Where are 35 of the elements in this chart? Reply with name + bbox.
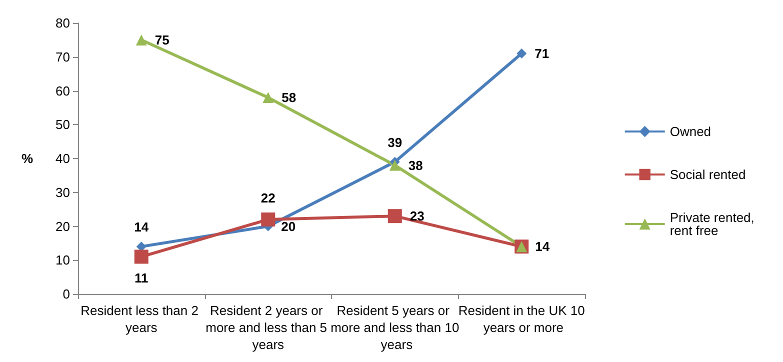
legend-label: Owned [670,124,712,139]
data-label: 58 [282,90,296,106]
point [516,48,527,58]
x-tick-label: Resident 2 years or more and less than 5 years [206,303,331,352]
y-tick-label: 80 [56,16,70,30]
y-axis-title: % [21,151,34,166]
data-label: 20 [281,218,296,234]
point [261,212,276,226]
x-tick-label: Resident less than 2 years [80,303,202,335]
x-tick-label: Resident in the UK 10 years or more [458,303,585,335]
y-tick-label: 0 [62,286,70,302]
data-label: 38 [408,158,423,173]
y-tick-label: 60 [56,83,70,98]
data-label: 22 [260,190,276,206]
y-tick-label: 10 [56,252,70,268]
data-label: 11 [134,270,148,286]
legend-label: Private rented, rent free [670,210,758,238]
y-tick-label: 40 [56,151,70,166]
data-label: 75 [154,32,170,48]
data-label: 14 [535,239,550,254]
data-label: 14 [134,220,150,235]
legend-label: Social rented [670,167,746,182]
point [389,160,400,171]
data-label: 23 [410,208,424,224]
data-label: 39 [388,134,402,150]
y-tick-label: 70 [56,49,70,64]
point [134,250,148,264]
y-tick-label: 30 [56,184,70,200]
point [262,92,274,104]
x-tick-label: Resident 5 years or more and less than 10 years [330,303,460,352]
point [136,34,147,46]
data-label: 71 [534,46,550,61]
point [388,209,402,224]
y-tick-label: 20 [56,218,70,234]
y-tick-label: 50 [56,117,70,132]
